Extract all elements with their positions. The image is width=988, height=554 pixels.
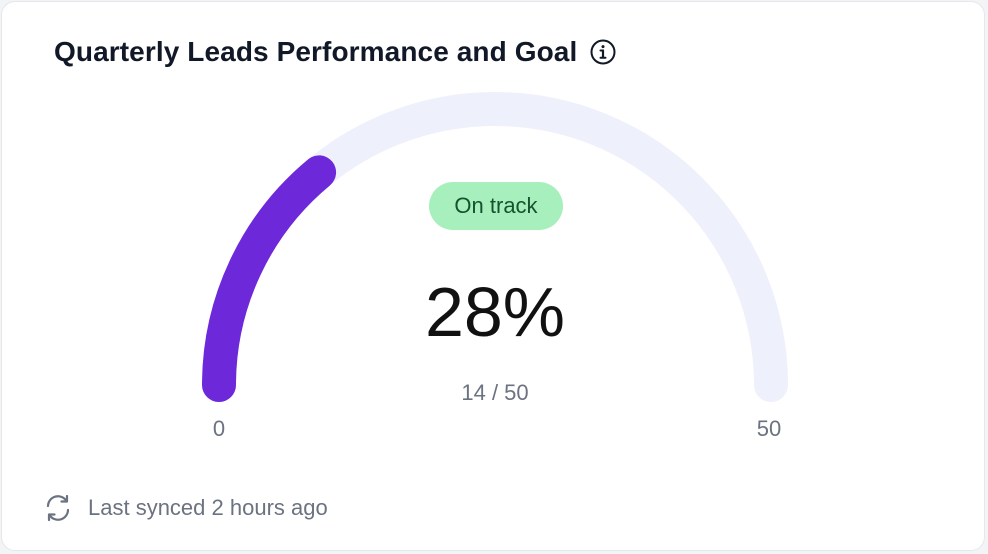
sync-icon[interactable] xyxy=(42,492,74,524)
gauge-value-arc xyxy=(202,155,337,402)
info-icon[interactable] xyxy=(589,38,617,66)
sync-text: Last synced 2 hours ago xyxy=(88,495,328,520)
card-title: Quarterly Leads Performance and Goal xyxy=(54,36,578,67)
gauge-min-label: 0 xyxy=(213,416,225,441)
card-header: Quarterly Leads Performance and Goal xyxy=(54,36,617,68)
status-badge: On track xyxy=(429,182,563,230)
progress-fraction: 14 / 50 xyxy=(461,380,529,405)
gauge-max-label: 50 xyxy=(757,416,781,441)
percent-value: 28% xyxy=(424,273,566,351)
sync-status: Last synced 2 hours ago xyxy=(42,492,328,524)
